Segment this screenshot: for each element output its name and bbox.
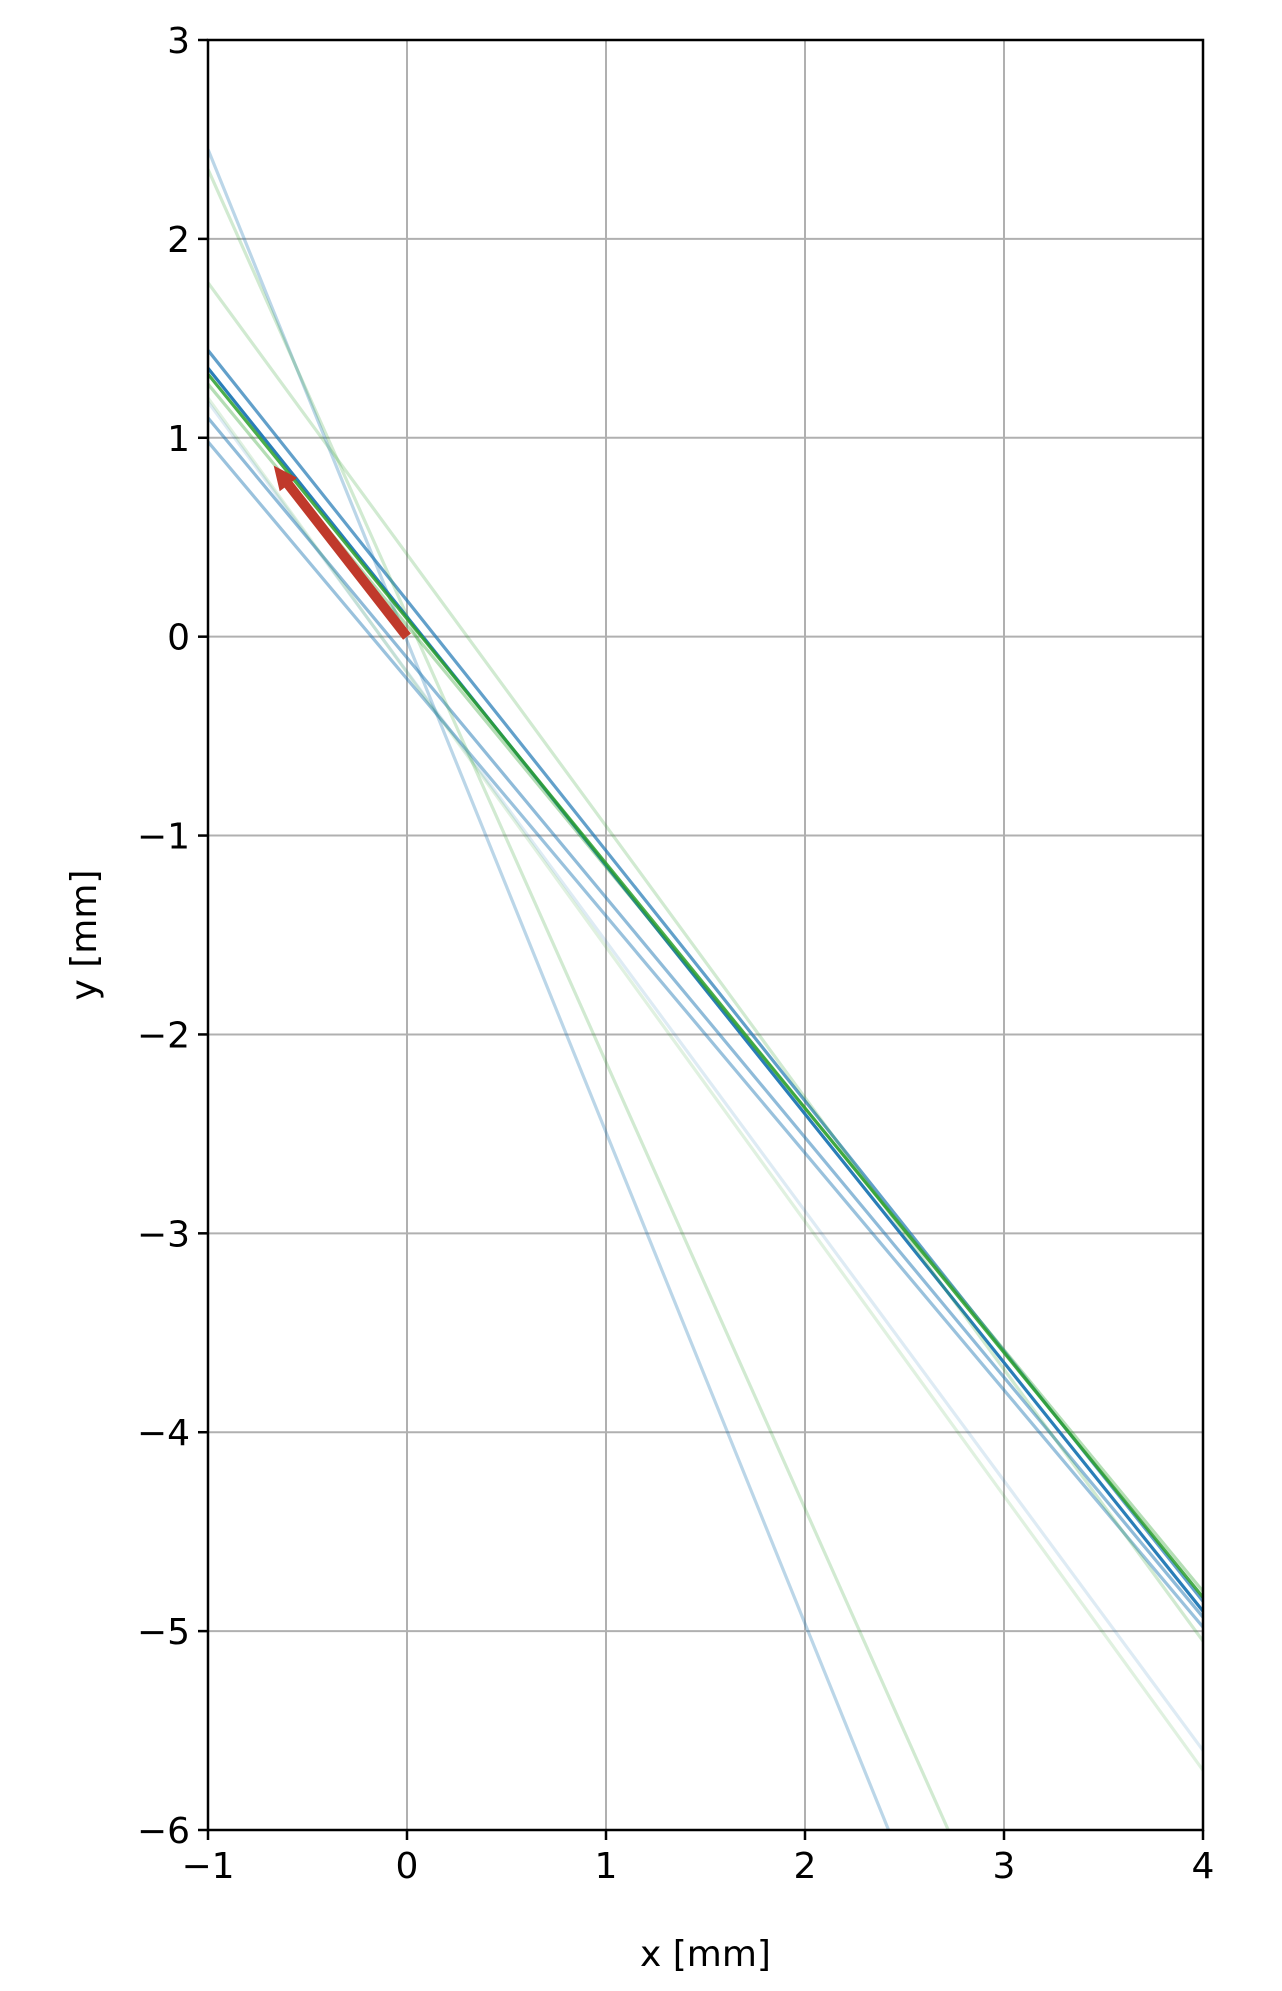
y-tick-label: −4: [137, 1413, 190, 1454]
series-line: [208, 367, 1203, 1613]
x-axis-label: x [mm]: [640, 1934, 771, 1975]
y-axis-label: y [mm]: [64, 870, 105, 1001]
x-tick-label: −1: [181, 1846, 234, 1887]
axis-ticks: −1 0 1 2 3 4 −6 −5 −4 −3 −2 −1 0 1 2 3: [137, 21, 1215, 1887]
y-tick-label: 1: [167, 419, 190, 460]
series-line: [208, 168, 950, 1830]
x-tick-label: 2: [794, 1846, 817, 1887]
y-tick-label: 0: [167, 618, 190, 659]
series-line: [208, 383, 1203, 1593]
series-lines: [208, 148, 1203, 1830]
x-tick-label: 1: [595, 1846, 618, 1887]
series-line: [208, 397, 1203, 1772]
grid: [207, 39, 1204, 1831]
plot-frame: [206, 38, 1205, 1832]
y-tick-label: −3: [137, 1214, 190, 1255]
series-line: [208, 281, 1203, 1643]
y-tick-label: 3: [167, 21, 190, 62]
y-tick-label: −5: [137, 1612, 190, 1653]
series-line: [208, 440, 1203, 1629]
x-tick-label: 4: [1192, 1846, 1215, 1887]
series-line: [208, 401, 1203, 1752]
direction-arrow: [273, 465, 411, 640]
y-tick-label: 2: [167, 220, 190, 261]
y-tick-label: −6: [137, 1811, 190, 1852]
x-tick-label: 3: [993, 1846, 1016, 1887]
series-line: [208, 148, 891, 1830]
arrow-shape: [273, 465, 411, 640]
series-line: [208, 373, 1203, 1599]
series-line: [208, 416, 1203, 1619]
x-tick-label: 0: [396, 1846, 419, 1887]
y-tick-label: −2: [137, 1015, 190, 1056]
y-tick-label: −1: [137, 817, 190, 858]
